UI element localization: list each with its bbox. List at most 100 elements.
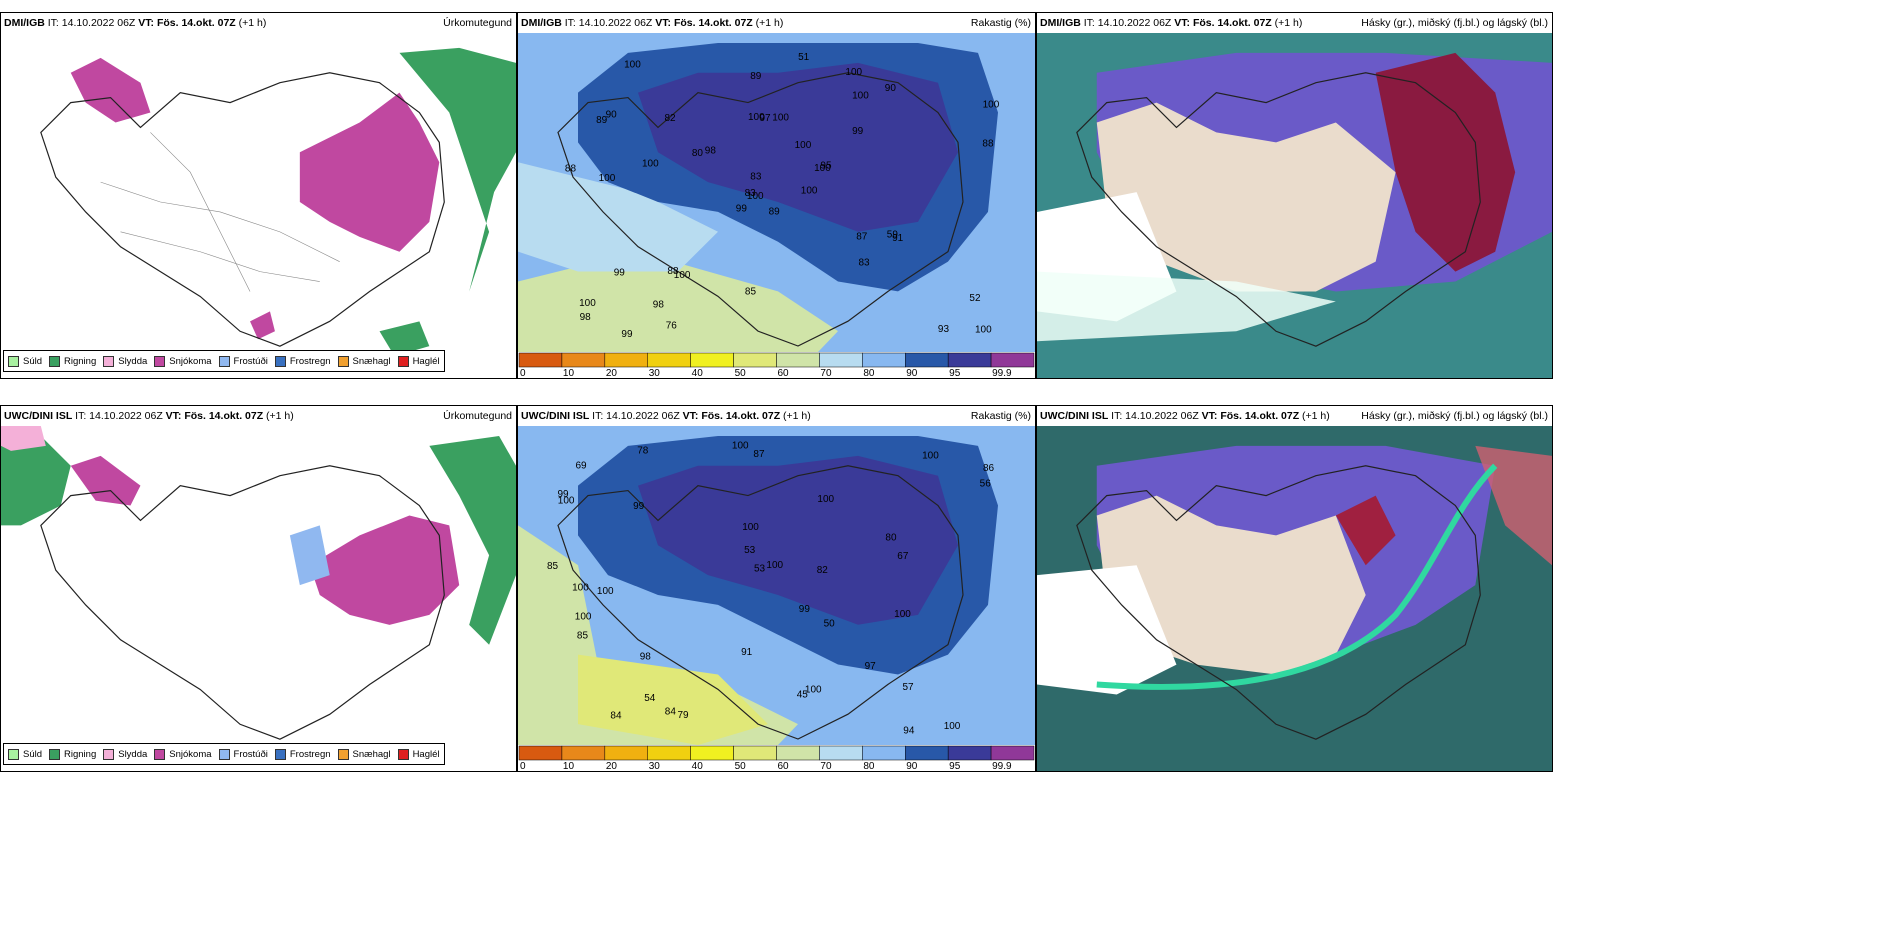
humidity-value-label: 69 (576, 461, 588, 472)
legend-label: Súld (23, 748, 43, 760)
humidity-value-label: 100 (845, 67, 862, 78)
colorbar-tick-label: 70 (820, 368, 832, 378)
humidity-value-label: 100 (795, 140, 812, 151)
panel-title: Hásky (gr.), miðský (fj.bl.) og lágský (… (1361, 17, 1548, 29)
legend-item: Slydda (103, 355, 147, 367)
legend-item: Frostregn (274, 355, 331, 367)
init-time: IT: 14.10.2022 06Z (564, 17, 653, 29)
lead-time: (+1 h) (238, 17, 267, 29)
colorbar-segment (862, 745, 906, 761)
legend-item: Snjókoma (154, 355, 212, 367)
colorbar-tick-label: 50 (735, 368, 747, 378)
iceland-coast (557, 72, 964, 347)
colorbar-segment (604, 352, 649, 368)
colorbar-tick-label: 10 (563, 368, 575, 378)
panel-header: DMI/IGB IT: 14.10.2022 06Z VT: Fös. 14.o… (518, 13, 1035, 33)
iceland-coast (557, 465, 964, 740)
model-name: DMI/IGB (1040, 17, 1081, 29)
colorbar-svg: 0 10 20 30 40 50 60 70 80 90 95 99.9 (518, 745, 1035, 771)
high-cloud-pink (1475, 445, 1552, 566)
humidity-value-label: 67 (897, 551, 909, 562)
humidity-value-label: 83 (745, 188, 757, 199)
colorbar-segment (647, 352, 691, 368)
colorbar-segment (819, 352, 863, 368)
high-cloud-red (1335, 495, 1396, 566)
humidity-value-label: 99 (621, 329, 633, 340)
humidity-value-label: 100 (642, 158, 659, 169)
humidity-value-label: 98 (640, 652, 652, 663)
humidity-value-label: 88 (667, 266, 679, 277)
rain-area-west (1, 435, 71, 526)
humidity-value-label: 79 (678, 710, 690, 721)
humidity-value-label: 100 (772, 113, 789, 124)
humidity-value-label: 80 (692, 148, 704, 159)
legend-swatch (154, 355, 166, 367)
humidity-value-label: 89 (750, 71, 762, 82)
sleet-area (1, 426, 46, 451)
humidity-value-label: 100 (572, 582, 589, 593)
colorbar-tick-label: 95 (949, 368, 961, 378)
panel-title: Rakastig (%) (970, 17, 1031, 29)
legend-item: Rigning (49, 748, 97, 760)
colorbar-segment (819, 745, 863, 761)
model-name: DMI/IGB (4, 17, 45, 29)
colorbar-segment (690, 745, 734, 761)
panel-title: Úrkomutegund (443, 410, 512, 422)
legend-swatch (8, 748, 19, 760)
legend-label: Haglél (412, 748, 440, 760)
humidity-value-label: 100 (597, 586, 614, 597)
precip-legend: Súld Rigning Slydda Snjókoma Frostúði Frostre… (3, 743, 445, 765)
legend-swatch (218, 748, 230, 760)
model-name: UWC/DINI ISL (1040, 410, 1109, 422)
legend-swatch (337, 355, 349, 367)
colorbar-tick-label: 10 (563, 761, 575, 771)
humidity-value-label: 53 (754, 564, 766, 575)
humidity-value-label: 52 (969, 293, 981, 304)
precip-type-map (1, 33, 516, 378)
humidity-value-label: 89 (769, 206, 781, 217)
colorbar-segment (905, 352, 949, 368)
lead-time: (+1 h) (266, 410, 294, 422)
valid-time: Fös. 14.okt. 07Z (1220, 410, 1300, 422)
humidity-panel-row2: UWC/DINI ISL IT: 14.10.2022 06Z VT: Fös.… (517, 405, 1036, 772)
legend-swatch (103, 355, 115, 367)
cloud-panel-row2: UWC/DINI ISL IT: 14.10.2022 06Z VT: Fös.… (1036, 405, 1553, 772)
humidity-value-label: 87 (856, 231, 868, 242)
panel-title: Hásky (gr.), miðský (fj.bl.) og lágský (… (1361, 410, 1548, 422)
model-name: DMI/IGB (521, 17, 562, 29)
valid-time: Fös. 14.okt. 07Z (1192, 17, 1272, 29)
colorbar-tick-label: 0 (520, 368, 526, 378)
humidity-value-label: 100 (944, 721, 961, 732)
humidity-value-label: 76 (666, 321, 678, 332)
humidity-value-label: 85 (577, 631, 589, 642)
humidity-value-label: 45 (797, 689, 809, 700)
humidity-value-label: 78 (637, 446, 649, 457)
humidity-value-label: 99 (633, 501, 645, 512)
snow-area (299, 92, 440, 252)
humidity-value-label: 100 (674, 270, 691, 281)
humidity-value-label: 54 (644, 693, 656, 704)
humidity-value-label: 87 (753, 449, 765, 460)
legend-swatch (218, 355, 230, 367)
colorbar-tick-label: 99.9 (992, 368, 1012, 378)
legend-swatch (8, 355, 19, 367)
clear-land (1096, 495, 1366, 675)
panel-header: UWC/DINI ISL IT: 14.10.2022 06Z VT: Fös.… (1037, 406, 1552, 426)
colorbar-segment (733, 745, 777, 761)
valid-time: Fös. 14.okt. 07Z (701, 410, 781, 422)
panel-header: DMI/IGB IT: 14.10.2022 06Z VT: Fös. 14.o… (1037, 13, 1552, 33)
colorbar-tick-label: 20 (606, 368, 618, 378)
humidity-value-label: 100 (975, 324, 992, 335)
legend-label: Rigning (64, 748, 97, 760)
low-cloud-white (1037, 565, 1177, 695)
colorbar-segment (947, 745, 992, 761)
valid-time-label: VT: (138, 17, 155, 29)
colorbar-segment (518, 745, 563, 761)
lead-time: (+1 h) (755, 17, 784, 29)
precip-legend: Súld Rigning Slydda Snjókoma Frostúði Frostre… (3, 350, 445, 372)
precip-type-panel-row2: UWC/DINI ISL IT: 14.10.2022 06Z VT: Fös.… (0, 405, 517, 772)
iceland-coast (1076, 465, 1481, 740)
colorbar-segment (733, 352, 777, 368)
humidity-value-label: 94 (903, 725, 915, 736)
colorbar-segment (776, 352, 820, 368)
